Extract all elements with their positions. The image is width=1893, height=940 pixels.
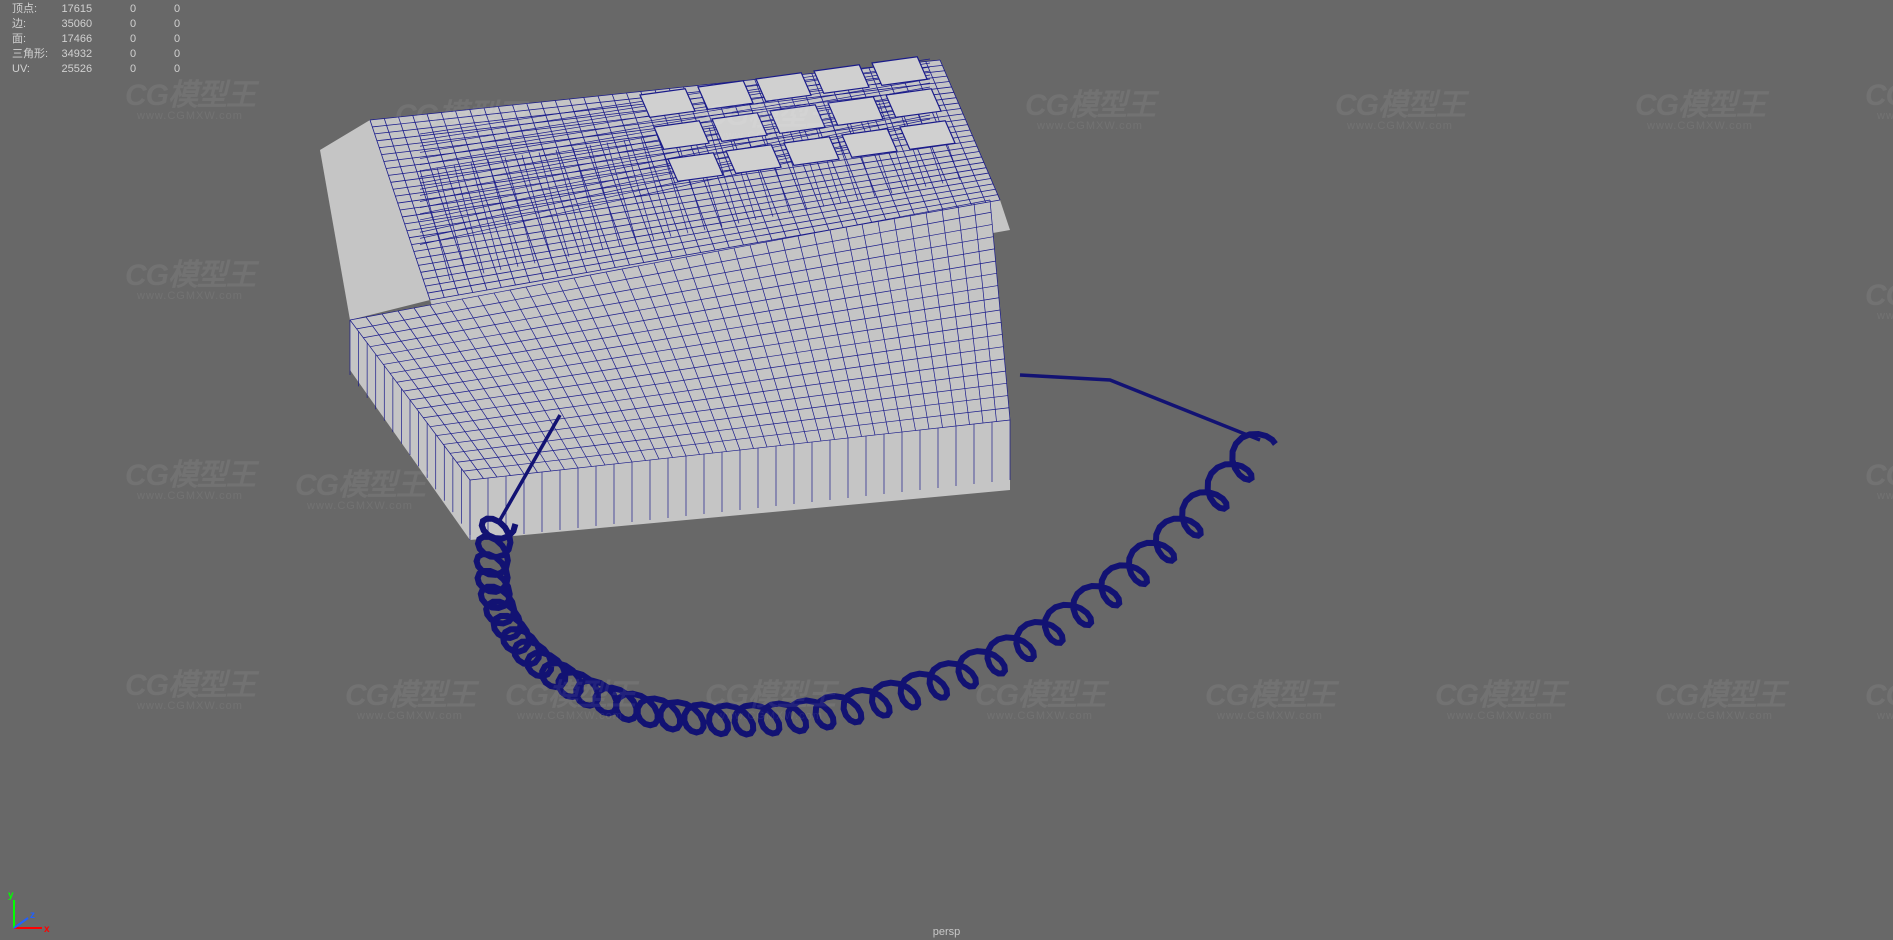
camera-name-label: persp	[933, 926, 961, 938]
axis-gizmo: y x z	[6, 888, 54, 936]
axis-y-label: y	[8, 890, 14, 901]
stats-row: 三角形:3493200	[12, 47, 190, 62]
viewport-3d[interactable]	[0, 0, 1893, 940]
stats-row: 面:1746600	[12, 32, 190, 47]
stats-row: UV:2552600	[12, 62, 190, 77]
cord-lead-right	[1020, 375, 1260, 440]
axis-x-label: x	[44, 924, 50, 935]
poly-stats-hud: 顶点:1761500边:3506000面:1746600三角形:3493200U…	[12, 2, 190, 77]
stats-row: 边:3506000	[12, 17, 190, 32]
axis-z-label: z	[30, 910, 35, 921]
stats-row: 顶点:1761500	[12, 2, 190, 17]
viewport-canvas[interactable]	[0, 0, 1893, 940]
